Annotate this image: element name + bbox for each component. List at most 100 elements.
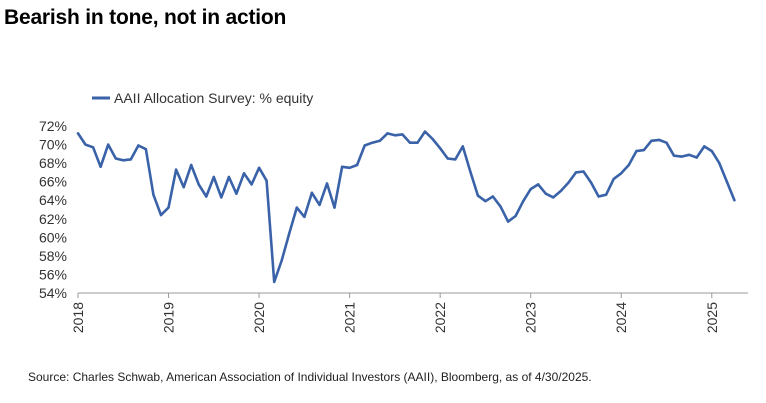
- series-line-aaii-equity: [76, 130, 736, 284]
- data-point: [544, 192, 547, 195]
- data-point: [589, 181, 593, 184]
- data-point: [227, 175, 231, 179]
- data-point: [733, 199, 736, 202]
- data-point: [107, 143, 110, 146]
- data-point: [76, 132, 80, 135]
- data-point: [303, 215, 306, 219]
- data-point: [197, 183, 200, 186]
- data-point: [469, 170, 472, 173]
- data-point: [461, 145, 464, 148]
- data-point: [431, 137, 434, 141]
- data-point: [423, 130, 427, 133]
- data-point: [522, 200, 525, 203]
- data-point: [325, 182, 329, 185]
- y-tick-label: 58%: [39, 248, 67, 264]
- data-point: [703, 145, 706, 148]
- data-point: [657, 138, 661, 142]
- y-tick-label: 54%: [39, 285, 67, 301]
- data-point: [401, 133, 404, 136]
- data-point: [137, 144, 140, 147]
- data-point: [273, 280, 276, 284]
- data-point: [491, 195, 495, 198]
- data-point: [604, 193, 608, 196]
- data-point: [506, 220, 510, 223]
- data-point: [378, 139, 381, 142]
- x-tick-label: 2021: [342, 302, 358, 333]
- data-point: [680, 155, 683, 158]
- data-point: [499, 205, 502, 208]
- data-point: [514, 214, 517, 218]
- source-note: Source: Charles Schwab, American Associa…: [28, 370, 592, 384]
- y-tick-label: 72%: [39, 118, 67, 134]
- data-point: [190, 163, 193, 167]
- legend-label: AAII Allocation Survey: % equity: [114, 90, 313, 106]
- y-tick-label: 70%: [39, 137, 67, 153]
- data-point: [167, 206, 170, 209]
- data-point: [597, 195, 600, 198]
- x-tick-label: 2020: [251, 302, 267, 333]
- data-point: [454, 158, 457, 161]
- data-point: [620, 172, 623, 175]
- data-point: [665, 141, 668, 144]
- y-tick-label: 56%: [39, 266, 67, 282]
- data-point: [484, 200, 487, 203]
- data-point: [348, 166, 351, 169]
- plot-area: [76, 130, 736, 284]
- data-point: [182, 186, 185, 189]
- data-point: [340, 165, 344, 168]
- data-point: [725, 180, 729, 183]
- data-point: [84, 143, 87, 146]
- y-tick-label: 64%: [39, 192, 67, 208]
- data-point: [687, 153, 691, 156]
- data-point: [695, 156, 698, 159]
- data-point: [529, 187, 532, 191]
- data-point: [371, 141, 374, 144]
- data-point: [265, 179, 268, 182]
- data-point: [235, 192, 238, 195]
- y-tick-label: 68%: [39, 155, 67, 171]
- data-point: [446, 157, 449, 160]
- y-tick-label: 60%: [39, 229, 67, 245]
- data-point: [310, 191, 314, 194]
- y-tick-label: 66%: [39, 174, 67, 190]
- data-point: [710, 149, 713, 153]
- y-tick-label: 62%: [39, 211, 67, 227]
- data-point: [91, 146, 95, 149]
- data-point: [363, 144, 366, 147]
- data-point: [612, 177, 615, 181]
- data-point: [355, 163, 359, 167]
- data-point: [220, 196, 223, 199]
- x-tick-label: 2023: [523, 302, 539, 333]
- data-point: [672, 154, 676, 157]
- data-point: [552, 196, 555, 199]
- x-tick-label: 2024: [613, 302, 629, 333]
- x-axis: 2018 2019 2020 2021 2022 2023 2024 2025: [70, 292, 748, 333]
- data-point: [288, 232, 291, 235]
- data-point: [408, 141, 412, 144]
- data-point: [242, 172, 246, 175]
- data-point: [250, 183, 253, 186]
- data-point: [642, 148, 646, 152]
- x-tick-label: 2019: [161, 302, 177, 333]
- x-tick-label: 2025: [704, 302, 720, 333]
- data-point: [159, 213, 163, 217]
- data-point: [174, 168, 178, 171]
- data-point: [439, 147, 442, 150]
- data-point: [114, 157, 118, 160]
- data-point: [650, 139, 653, 142]
- data-point: [205, 195, 208, 198]
- data-point: [718, 161, 721, 165]
- data-point: [416, 141, 419, 144]
- data-point: [567, 181, 570, 184]
- data-point: [333, 206, 336, 209]
- data-point: [257, 166, 261, 169]
- data-point: [318, 203, 321, 207]
- data-point: [152, 193, 155, 196]
- data-point: [295, 206, 298, 209]
- data-point: [476, 194, 480, 197]
- y-axis: 54% 56% 58% 60% 62% 64% 66% 68% 70% 72%: [39, 118, 67, 301]
- data-point: [280, 259, 283, 262]
- data-point: [582, 170, 585, 173]
- line-chart: AAII Allocation Survey: % equity 54%56%5…: [39, 90, 748, 333]
- data-point: [635, 149, 638, 153]
